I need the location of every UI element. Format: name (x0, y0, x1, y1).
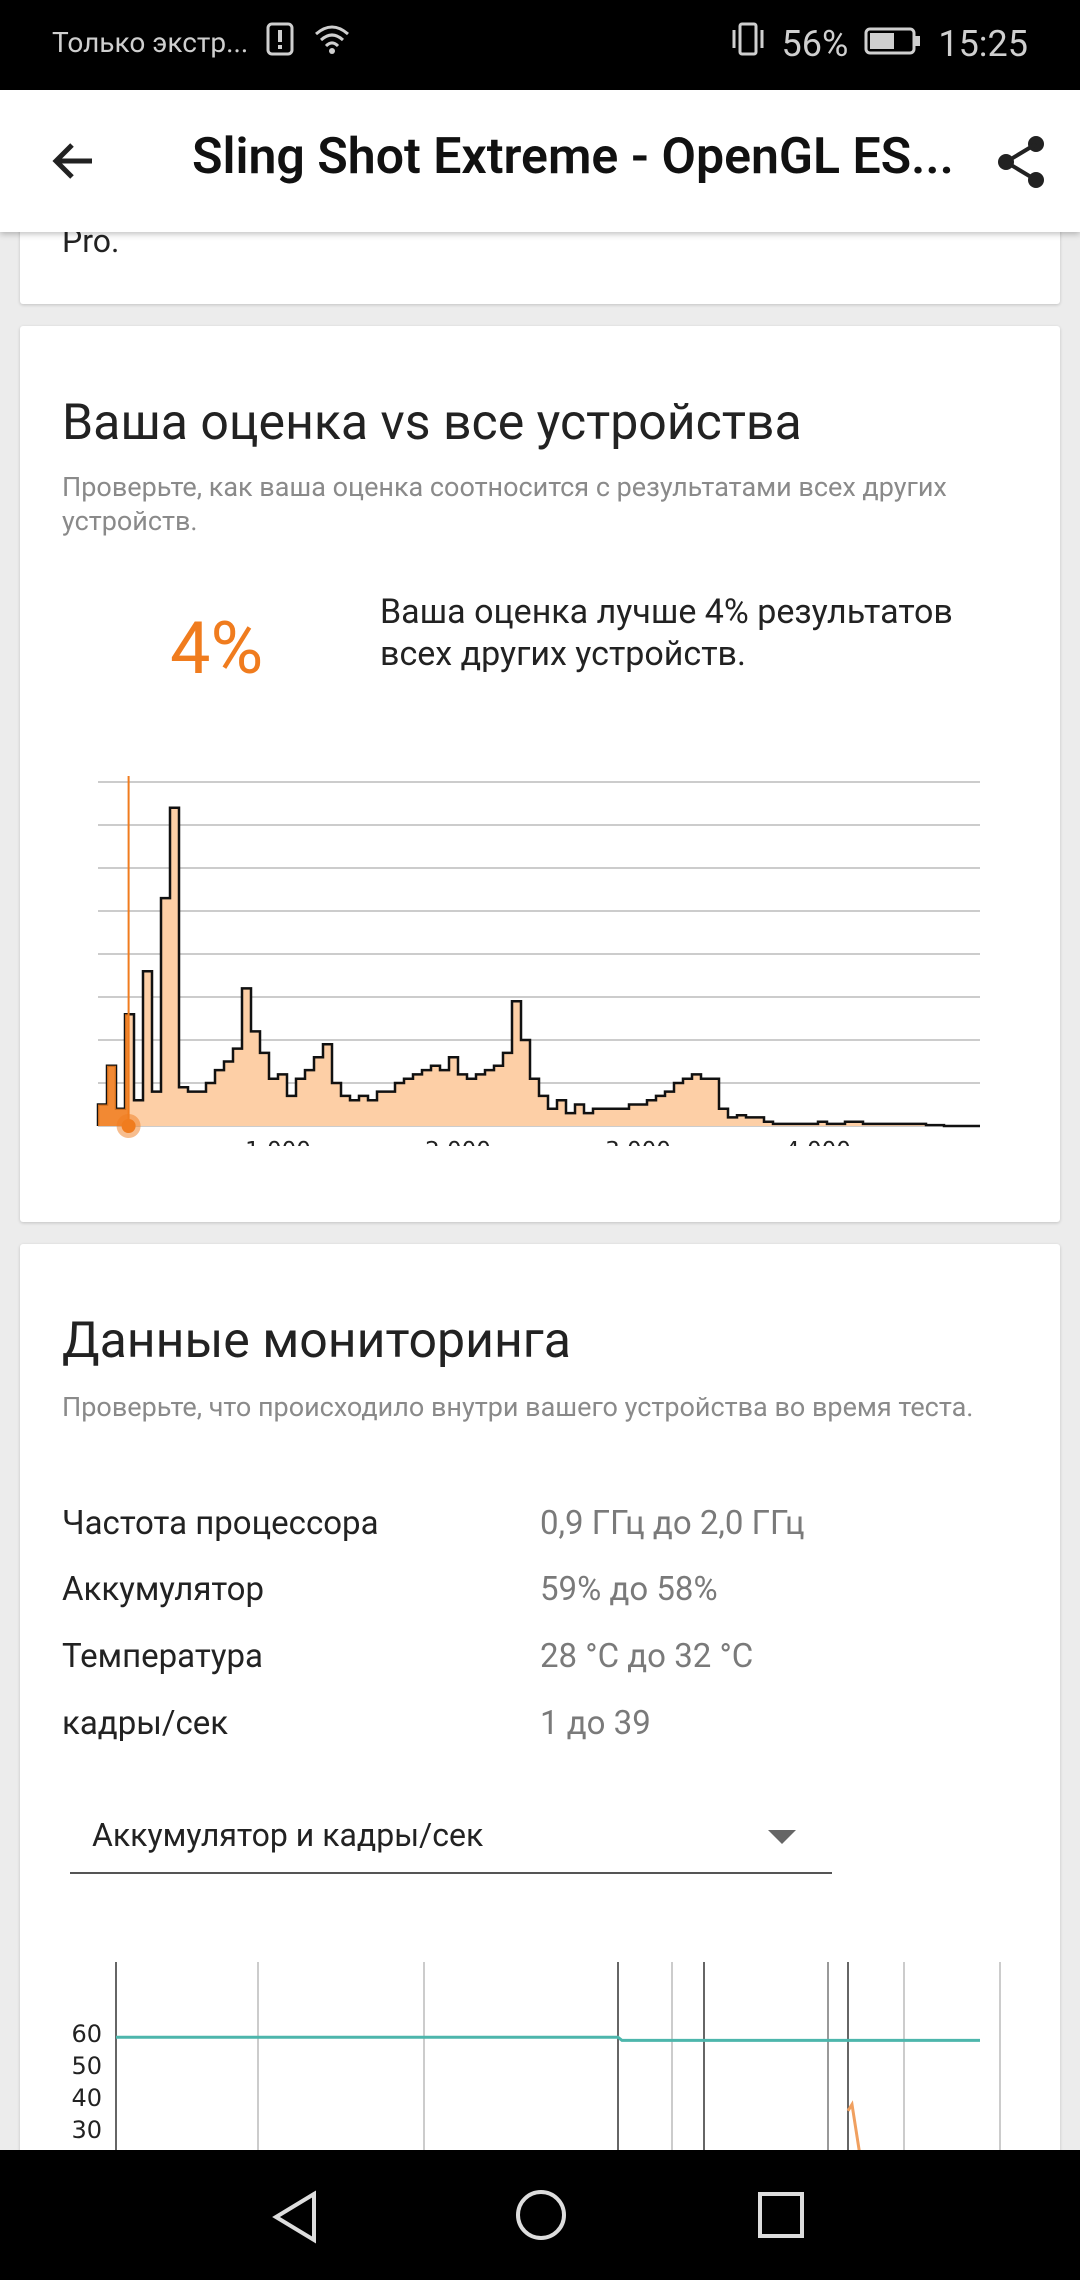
temperature-label: Температура (62, 1637, 263, 1676)
chart-metric-dropdown[interactable]: Аккумулятор и кадры/сек (70, 1804, 832, 1874)
x-tick-label: 3 000 (605, 1138, 671, 1146)
carrier-label: Только экстр... (52, 26, 249, 59)
dropdown-arrow-icon (768, 1830, 796, 1844)
battery-line (116, 2035, 980, 2042)
share-icon[interactable] (994, 134, 1050, 190)
dropdown-selected-label: Аккумулятор и кадры/сек (92, 1816, 484, 1854)
battery-value: 59% до 58% (540, 1570, 718, 1609)
y-tick-label: 40 (71, 2084, 102, 2112)
score-card-subtitle: Проверьте, как ваша оценка соотносится с… (62, 471, 947, 537)
user-score-area (98, 1014, 129, 1126)
monitoring-card: Данные мониторинга Проверьте, что происх… (20, 1244, 1060, 2260)
x-tick-label: 1 000 (245, 1138, 311, 1146)
alert-icon (266, 22, 294, 63)
score-percent-description: Ваша оценка лучше 4% результатов всех др… (380, 592, 953, 674)
score-card-title: Ваша оценка vs все устройства (62, 394, 802, 452)
x-tick-label: 2 000 (425, 1138, 491, 1146)
nav-recents-icon[interactable] (756, 2190, 806, 2244)
battery-icon (864, 23, 922, 65)
distribution-outline (96, 806, 980, 1128)
fps-value: 1 до 39 (540, 1704, 651, 1743)
monitoring-subtitle: Проверьте, что происходило внутри вашего… (62, 1391, 974, 1423)
y-tick-label: 50 (71, 2052, 102, 2080)
battery-percent: 56% (781, 22, 849, 65)
navigation-bar (0, 2150, 1080, 2280)
cpu-frequency-value: 0,9 ГГц до 2,0 ГГц (540, 1504, 805, 1543)
score-percent: 4% (170, 606, 264, 691)
fps-line (846, 2100, 862, 2156)
battery-label: Аккумулятор (62, 1570, 264, 1609)
nav-back-icon[interactable] (270, 2190, 320, 2248)
fps-label: кадры/сек (62, 1704, 229, 1743)
vibrate-icon (730, 20, 766, 67)
monitoring-title: Данные мониторинга (62, 1312, 571, 1370)
wifi-icon (312, 22, 352, 63)
page-title: Sling Shot Extreme - OpenGL ES... (192, 128, 954, 186)
cpu-frequency-label: Частота процессора (62, 1504, 379, 1543)
y-tick-label: 30 (71, 2116, 102, 2144)
x-tick-label: 4 000 (785, 1138, 851, 1146)
score-comparison-card: Ваша оценка vs все устройства Проверьте,… (20, 326, 1060, 1222)
clock: 15:25 (938, 22, 1028, 65)
nav-home-icon[interactable] (514, 2188, 568, 2246)
back-arrow-icon[interactable] (48, 135, 100, 187)
y-tick-label: 60 (71, 2020, 102, 2048)
distribution-chart: 1 000 2 000 3 000 4 000 (96, 776, 980, 1146)
distribution-area (98, 807, 980, 1126)
temperature-value: 28 °C до 32 °C (540, 1637, 754, 1676)
app-bar: Sling Shot Extreme - OpenGL ES... (0, 90, 1080, 232)
user-score-dot (121, 1119, 136, 1133)
status-bar: Только экстр... 56% 15:25 (0, 0, 1080, 90)
